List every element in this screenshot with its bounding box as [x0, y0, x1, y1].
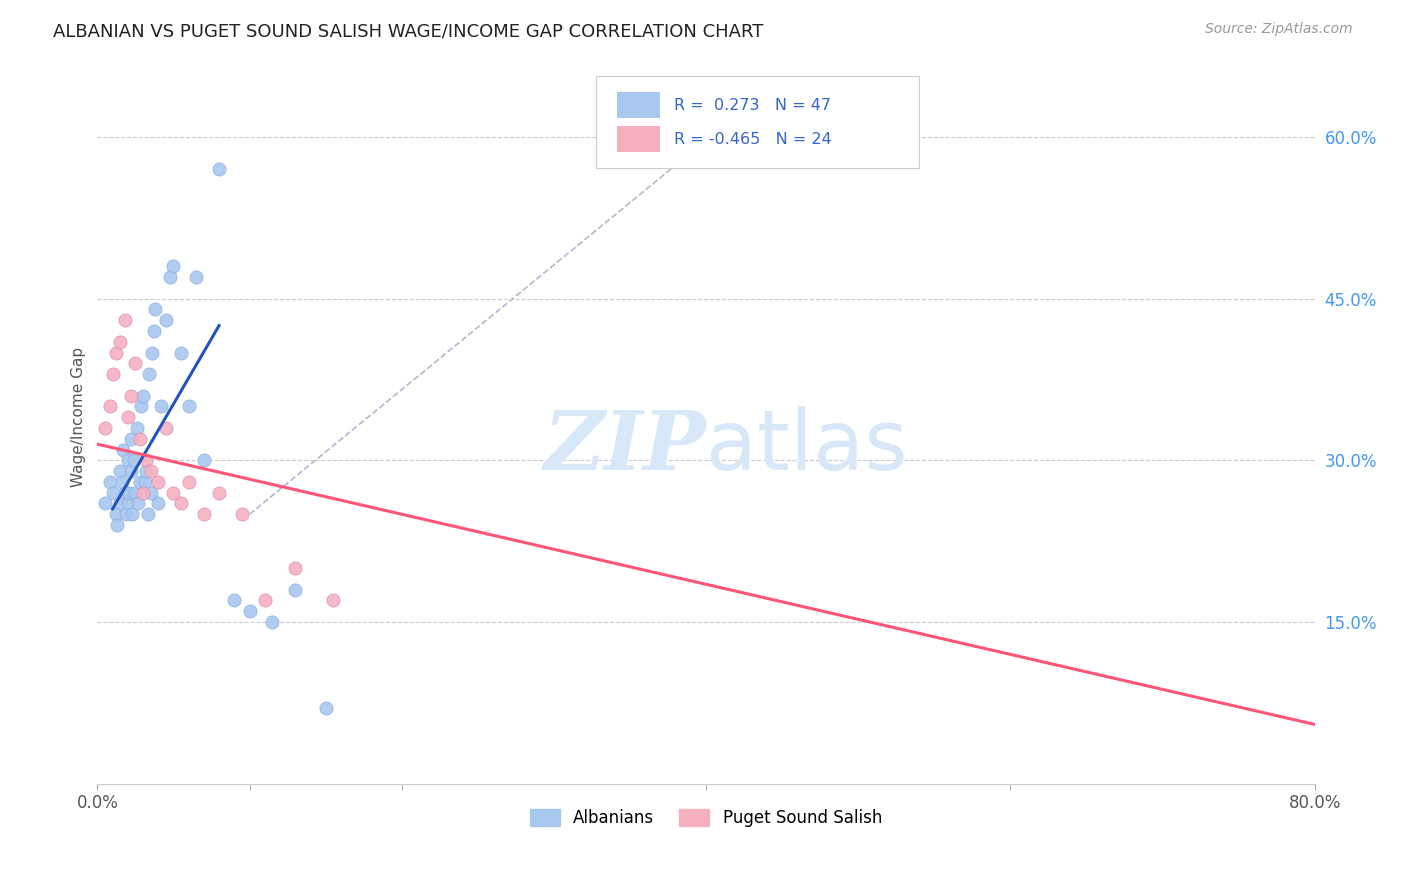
- Point: [118, 485, 141, 500]
- Point: [117, 410, 139, 425]
- Text: R =  0.273   N = 47: R = 0.273 N = 47: [675, 98, 831, 112]
- Point: [170, 345, 193, 359]
- Point: [124, 485, 146, 500]
- Point: [139, 464, 162, 478]
- Point: [148, 475, 170, 489]
- Point: [108, 496, 131, 510]
- Point: [121, 507, 143, 521]
- Point: [193, 453, 215, 467]
- Point: [94, 421, 117, 435]
- Point: [162, 485, 184, 500]
- Point: [105, 518, 128, 533]
- Point: [129, 475, 152, 489]
- Point: [134, 475, 156, 489]
- Point: [101, 485, 124, 500]
- Point: [262, 615, 284, 629]
- Point: [208, 485, 231, 500]
- Point: [136, 507, 159, 521]
- Point: [101, 367, 124, 381]
- Point: [208, 162, 231, 177]
- Point: [98, 475, 121, 489]
- Point: [148, 496, 170, 510]
- Point: [177, 475, 200, 489]
- Point: [170, 496, 193, 510]
- Point: [124, 356, 146, 370]
- Point: [142, 324, 165, 338]
- Point: [129, 432, 152, 446]
- Point: [94, 496, 117, 510]
- Point: [112, 442, 135, 457]
- Point: [135, 464, 157, 478]
- Point: [284, 582, 307, 597]
- Point: [132, 485, 155, 500]
- Point: [104, 507, 127, 521]
- Point: [122, 453, 145, 467]
- Point: [132, 389, 155, 403]
- Legend: Albanians, Puget Sound Salish: Albanians, Puget Sound Salish: [530, 808, 882, 827]
- Point: [104, 345, 127, 359]
- Point: [193, 507, 215, 521]
- Point: [177, 400, 200, 414]
- FancyBboxPatch shape: [617, 126, 659, 152]
- Point: [108, 334, 131, 349]
- Text: atlas: atlas: [706, 406, 908, 487]
- Point: [231, 507, 253, 521]
- Text: Source: ZipAtlas.com: Source: ZipAtlas.com: [1205, 22, 1353, 37]
- Point: [143, 302, 166, 317]
- Point: [135, 453, 157, 467]
- Point: [284, 561, 307, 575]
- Point: [111, 475, 134, 489]
- Point: [139, 485, 162, 500]
- FancyBboxPatch shape: [617, 93, 659, 118]
- Point: [114, 313, 136, 327]
- Point: [150, 400, 173, 414]
- Point: [159, 270, 181, 285]
- Point: [238, 604, 260, 618]
- Point: [131, 400, 153, 414]
- Point: [224, 593, 246, 607]
- Point: [155, 421, 177, 435]
- Point: [186, 270, 208, 285]
- Point: [141, 345, 163, 359]
- Point: [117, 453, 139, 467]
- Text: R = -0.465   N = 24: R = -0.465 N = 24: [675, 131, 832, 146]
- Point: [117, 496, 139, 510]
- Text: ALBANIAN VS PUGET SOUND SALISH WAGE/INCOME GAP CORRELATION CHART: ALBANIAN VS PUGET SOUND SALISH WAGE/INCO…: [53, 22, 763, 40]
- Point: [120, 464, 142, 478]
- Point: [138, 367, 160, 381]
- Point: [322, 593, 344, 607]
- Point: [125, 421, 148, 435]
- Point: [315, 701, 337, 715]
- Point: [120, 389, 142, 403]
- Point: [114, 485, 136, 500]
- Point: [108, 464, 131, 478]
- Point: [155, 313, 177, 327]
- Point: [127, 496, 149, 510]
- Point: [253, 593, 276, 607]
- Point: [120, 432, 142, 446]
- Text: ZIP: ZIP: [543, 407, 706, 486]
- Point: [98, 400, 121, 414]
- Y-axis label: Wage/Income Gap: Wage/Income Gap: [72, 347, 86, 487]
- Point: [162, 260, 184, 274]
- FancyBboxPatch shape: [596, 77, 920, 168]
- Point: [115, 507, 138, 521]
